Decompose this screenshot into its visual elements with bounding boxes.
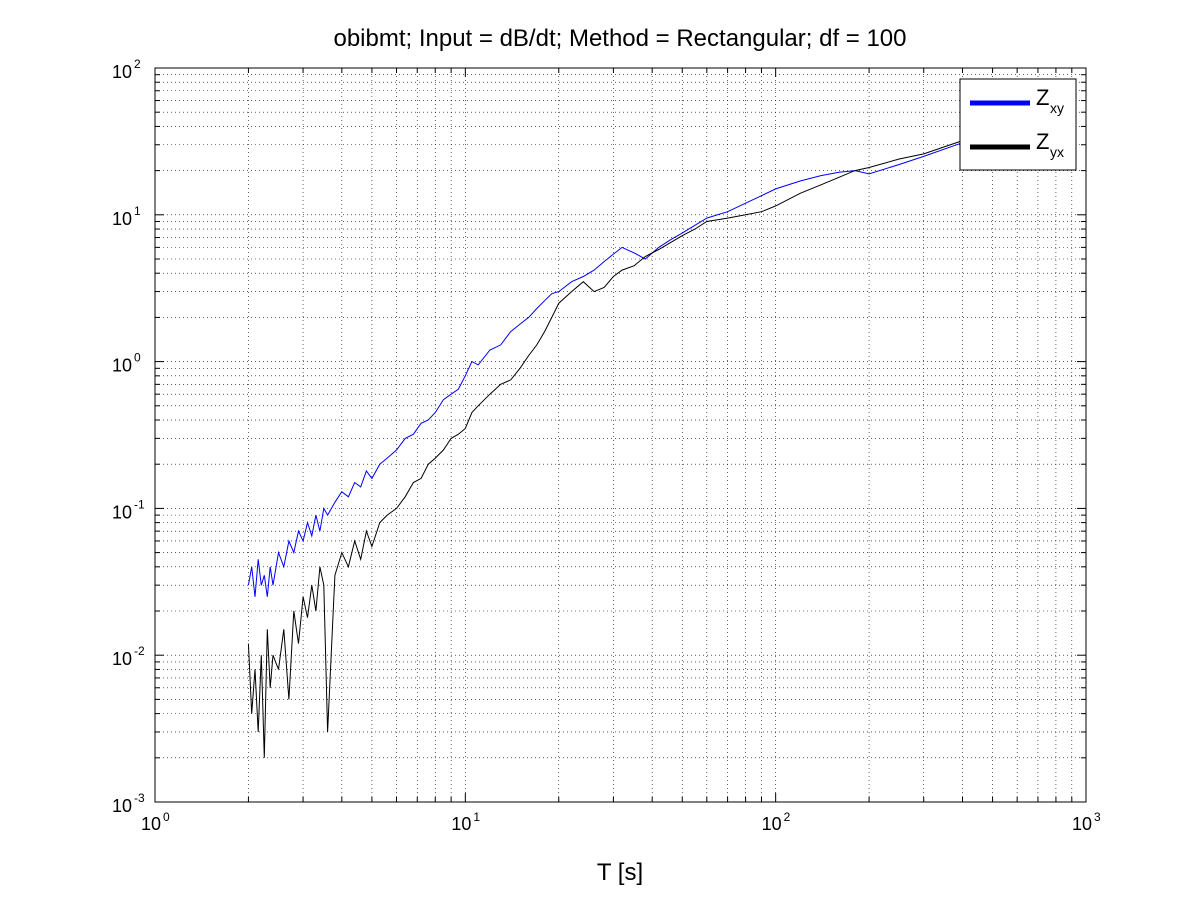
x-tick-label: 10 2	[762, 810, 791, 834]
y-tick-label-exponent: -2	[134, 644, 145, 658]
legend-label-yx: Z	[1036, 129, 1049, 154]
series-layer	[247, 90, 1065, 758]
legend-label-subscript-yx: yx	[1050, 144, 1064, 160]
y-tick-label-exponent: 0	[134, 351, 141, 365]
legend-label-subscript-xy: xy	[1050, 100, 1064, 116]
axes-frame	[154, 67, 1087, 803]
y-tick-label-base: 10	[112, 502, 132, 522]
y-tick-label-base: 10	[112, 62, 132, 82]
y-tick-label-exponent: 2	[134, 57, 141, 71]
x-tick-label-base: 10	[451, 814, 471, 834]
chart-title: obibmt; Input = dB/dt; Method = Rectangu…	[333, 25, 906, 52]
y-tick-label-exponent: -3	[134, 791, 145, 805]
y-tick-label: 10 1	[112, 204, 141, 229]
y-tick-label-exponent: -1	[134, 497, 145, 511]
y-tick-label-base: 10	[112, 209, 132, 229]
x-axis-label: T [s]	[597, 859, 643, 886]
x-tick-label-exponent: 3	[1094, 810, 1101, 824]
y-tick-label-base: 10	[112, 649, 132, 669]
x-tick-label-base: 10	[762, 814, 782, 834]
y-tick-label-base: 10	[112, 796, 132, 816]
x-tick-label: 10 1	[451, 810, 480, 834]
x-tick-labels: 10 0 10 1 10 2 10 3	[141, 810, 1101, 834]
x-tick-label-base: 10	[1072, 814, 1092, 834]
y-tick-label: 10 0	[112, 351, 141, 376]
x-tick-label: 10 3	[1072, 810, 1101, 834]
x-tick-label-exponent: 0	[163, 810, 170, 824]
x-tick-label-base: 10	[141, 814, 161, 834]
plot-area	[155, 68, 1086, 802]
y-tick-label-base: 10	[112, 356, 132, 376]
y-tick-label: 10 2	[112, 57, 141, 82]
x-tick-label: 10 0	[141, 810, 170, 834]
x-tick-label-exponent: 1	[473, 810, 480, 824]
series-line-yx	[247, 95, 1065, 758]
legend-label-xy: Z	[1036, 85, 1049, 110]
x-tick-label-exponent: 2	[784, 810, 791, 824]
y-tick-label: 10 -1	[112, 497, 145, 522]
legend-box	[959, 78, 1077, 171]
y-tick-label: 10 -3	[112, 791, 145, 816]
ticks	[155, 68, 1086, 802]
y-tick-label-exponent: 1	[134, 204, 141, 218]
series-line-xy	[247, 90, 1065, 597]
y-tick-label: 10 -2	[112, 644, 145, 669]
